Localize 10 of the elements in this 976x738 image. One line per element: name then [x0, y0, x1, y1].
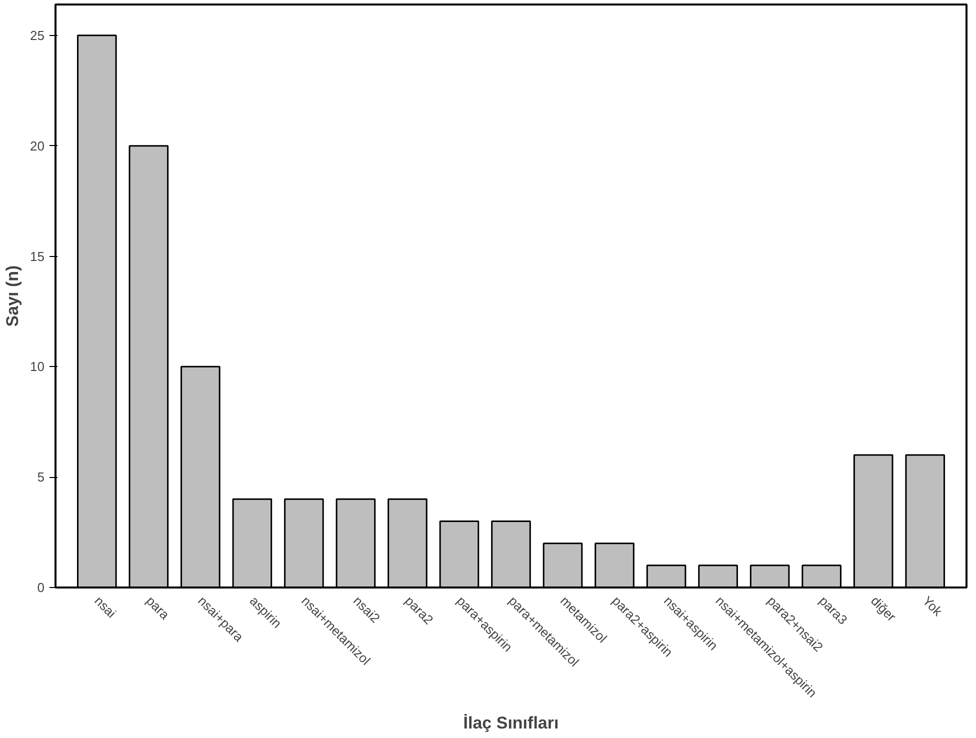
x-tick-label: nsai — [92, 593, 120, 621]
y-tick-label: 5 — [37, 470, 45, 485]
y-axis-title: Sayı (n) — [3, 265, 22, 327]
x-tick-label: Yok — [920, 593, 946, 620]
y-tick-label: 20 — [30, 138, 45, 154]
y-tick-label: 15 — [30, 248, 45, 264]
y-tick-label: 0 — [37, 580, 45, 595]
y-tick-label: 25 — [30, 28, 45, 43]
y-tick-label: 10 — [30, 359, 45, 374]
x-axis-title: İlaç Sınıfları — [463, 714, 559, 733]
